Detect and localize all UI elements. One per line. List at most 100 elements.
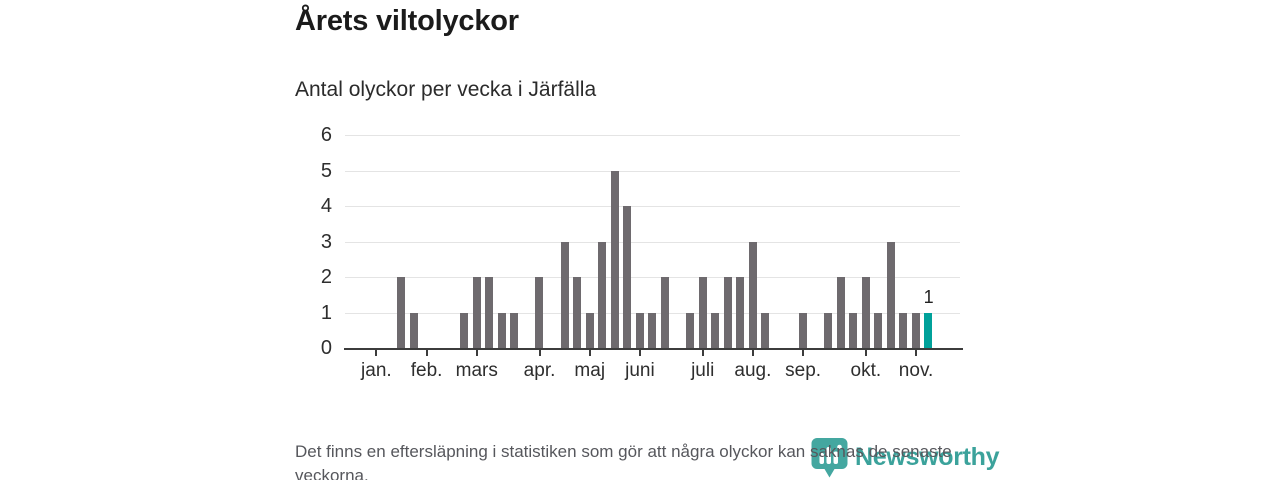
bar-week-37	[798, 312, 807, 348]
week-slot-1	[345, 135, 358, 348]
x-label-okt: okt.	[850, 360, 882, 381]
week-slot-27	[671, 135, 684, 348]
x-axis-line	[344, 348, 963, 350]
week-slot-2	[358, 135, 371, 348]
week-slot-45	[897, 135, 910, 348]
week-slot-14	[508, 135, 521, 348]
x-tick-jan	[375, 350, 378, 356]
x-axis-labels: jan. feb. mars apr. maj juni juli aug. sep. okt. n…	[345, 349, 960, 389]
bar-week-39	[824, 312, 833, 348]
y-tick-label-2: 2	[320, 266, 332, 288]
week-slot-42	[859, 135, 872, 348]
week-slot-4	[383, 135, 396, 348]
week-slot-46	[910, 135, 923, 348]
week-slot-18	[558, 135, 571, 348]
week-slot-20	[583, 135, 596, 348]
week-slot-17	[546, 135, 559, 348]
bar-week-23	[623, 206, 632, 348]
bar-week-28	[686, 312, 695, 348]
bar-week-10	[460, 312, 469, 348]
x-label-sep: sep.	[785, 360, 822, 381]
bar-week-40	[836, 277, 845, 348]
bar-week-12	[485, 277, 494, 348]
y-tick-label-5: 5	[320, 159, 332, 182]
bar-week-18	[560, 241, 569, 348]
bar-week-21	[598, 241, 607, 348]
week-slot-43	[872, 135, 885, 348]
week-slot-7	[420, 135, 433, 348]
bar-week-26	[660, 277, 669, 348]
week-slot-31	[721, 135, 734, 348]
bar-week-14	[510, 312, 519, 348]
bar-week-32	[736, 277, 745, 348]
x-tick-aug	[751, 350, 754, 356]
chart-title: Årets viltolyckor	[295, 5, 519, 37]
x-tick-mars	[475, 350, 478, 356]
x-label-juli: juli	[691, 360, 715, 381]
gridline-y5	[345, 170, 960, 172]
y-tick-label-3: 3	[320, 230, 332, 253]
gridline-y6	[345, 135, 960, 136]
week-slot-19	[571, 135, 584, 348]
bar-week-20	[585, 312, 594, 348]
week-slot-22	[608, 135, 621, 348]
x-tick-feb	[425, 350, 428, 356]
bar-week-46	[911, 312, 920, 348]
x-label-aug: aug.	[734, 360, 772, 381]
bar-week-42	[861, 277, 870, 348]
bar-week-31	[723, 277, 732, 348]
week-slot-15	[521, 135, 534, 348]
bar-week-45	[899, 312, 908, 348]
bar-week-29	[698, 277, 707, 348]
x-tick-okt	[864, 350, 867, 356]
bar-week-11	[472, 277, 481, 348]
bars-container	[345, 135, 960, 348]
gridline-y2	[345, 277, 960, 278]
x-tick-nov	[915, 350, 918, 356]
x-tick-juli	[701, 350, 704, 356]
chart-subtitle: Antal olyckor per vecka i Järfälla	[295, 78, 597, 101]
newsworthy-logo: Newsworthy	[811, 437, 1000, 479]
week-slot-11	[470, 135, 483, 348]
week-slot-10	[458, 135, 471, 348]
x-label-juni: juni	[625, 360, 655, 381]
week-slot-48	[935, 135, 948, 348]
week-slot-36	[784, 135, 797, 348]
bar-week-47-highlighted	[924, 312, 933, 348]
week-slot-8	[433, 135, 446, 348]
week-slot-6	[408, 135, 421, 348]
y-tick-label-4: 4	[320, 195, 332, 217]
week-slot-25	[646, 135, 659, 348]
week-slot-21	[596, 135, 609, 348]
bar-week-30	[711, 312, 720, 348]
week-slot-35	[772, 135, 785, 348]
week-slot-30	[709, 135, 722, 348]
y-tick-label-1: 1	[320, 301, 332, 324]
week-slot-38	[809, 135, 822, 348]
bar-week-6	[410, 312, 418, 348]
x-tick-sep	[802, 350, 805, 356]
bar-week-44	[886, 241, 895, 348]
week-slot-41	[847, 135, 860, 348]
week-slot-12	[483, 135, 496, 348]
week-slot-37	[797, 135, 810, 348]
newsworthy-logo-icon	[811, 438, 848, 478]
bar-week-19	[573, 277, 582, 348]
week-slot-34	[759, 135, 772, 348]
y-tick-label-0: 0	[320, 337, 332, 359]
x-label-jan: jan.	[361, 360, 392, 381]
bar-week-25	[648, 312, 657, 348]
week-slot-16	[533, 135, 546, 348]
x-tick-maj	[588, 350, 591, 356]
week-slot-3	[370, 135, 383, 348]
x-tick-juni	[638, 350, 641, 356]
week-slot-49	[947, 135, 960, 348]
week-slot-23	[621, 135, 634, 348]
x-label-nov: nov.	[898, 360, 934, 381]
bar-week-5	[397, 277, 406, 348]
highlight-value-label: 1	[923, 286, 934, 307]
gridline-y3	[345, 241, 960, 243]
footnote: Det finns en eftersläpning i statistiken…	[295, 442, 952, 480]
bar-week-34	[761, 312, 770, 348]
